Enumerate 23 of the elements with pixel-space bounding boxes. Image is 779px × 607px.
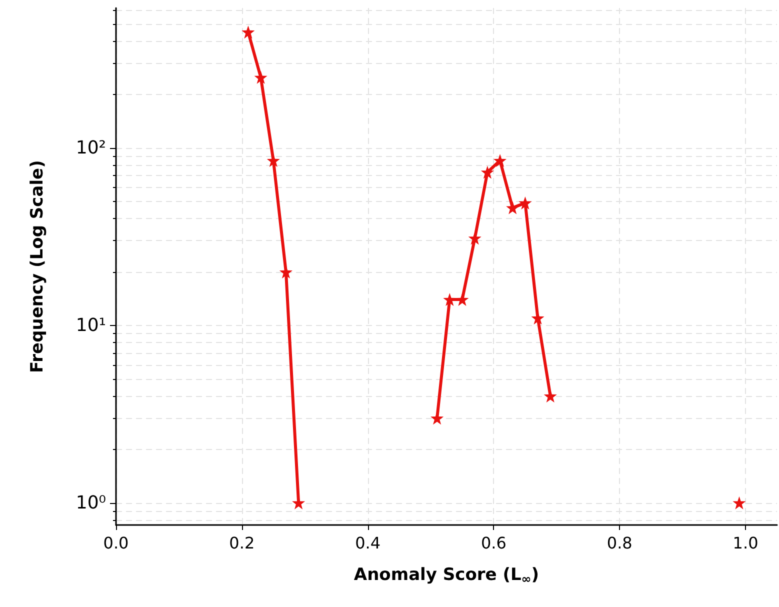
point [531, 312, 544, 325]
point [732, 496, 746, 510]
x-axis-title: Anomaly Score (L∞) [354, 565, 540, 586]
point [456, 292, 469, 306]
x-tick-label: 0.6 [480, 534, 506, 552]
x-tick-label: 0.4 [355, 534, 381, 552]
point [494, 154, 507, 167]
point [443, 292, 456, 306]
point [480, 166, 494, 179]
x-tick-label: 0.8 [606, 534, 632, 552]
point [254, 70, 268, 84]
y-tick-label: 10⁰ [76, 492, 106, 514]
x-tick-label: 0.0 [103, 534, 129, 552]
point [468, 232, 482, 245]
y-tick-label: 10¹ [76, 314, 106, 336]
point [544, 390, 557, 403]
y-tick-label: 10² [76, 137, 106, 158]
x-tick-label: 1.0 [732, 534, 758, 552]
y-axis-title: Frequency (Log Scale) [28, 160, 48, 373]
x-tick-label: 0.2 [229, 534, 255, 552]
point [518, 196, 532, 210]
point [506, 201, 520, 214]
point [242, 26, 255, 39]
